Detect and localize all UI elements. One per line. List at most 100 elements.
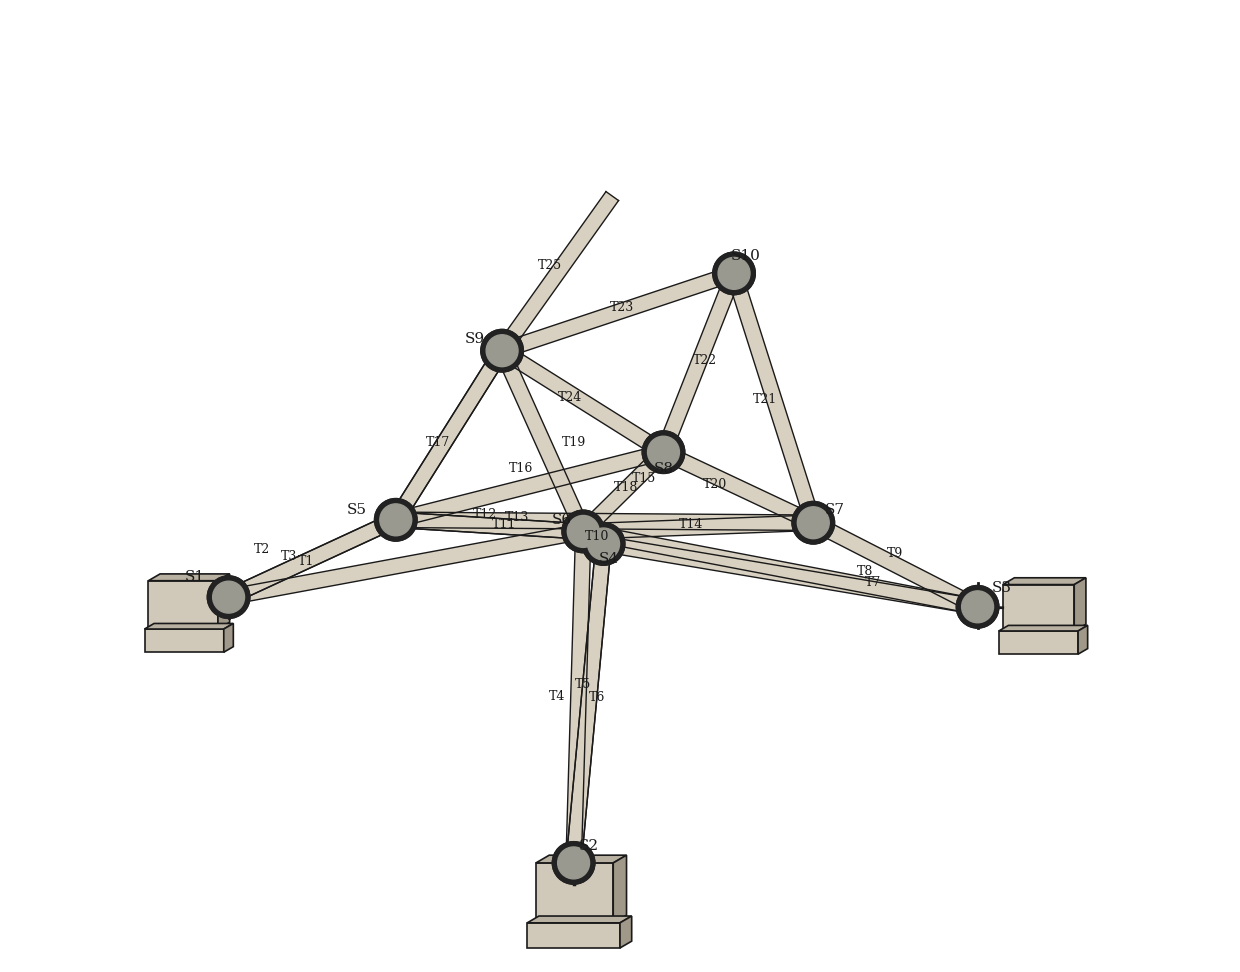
Text: S9: S9: [465, 332, 485, 346]
Polygon shape: [149, 573, 229, 580]
Text: S5: S5: [347, 503, 367, 517]
Circle shape: [562, 510, 605, 553]
Text: T10: T10: [584, 530, 609, 542]
Text: T25: T25: [538, 260, 563, 272]
Polygon shape: [727, 271, 821, 525]
Text: T11: T11: [492, 518, 516, 531]
Polygon shape: [396, 512, 584, 539]
Polygon shape: [223, 623, 233, 652]
Circle shape: [481, 330, 523, 372]
Text: S7: S7: [825, 503, 844, 517]
Circle shape: [558, 847, 589, 879]
Circle shape: [603, 534, 614, 545]
Circle shape: [212, 581, 244, 613]
Circle shape: [374, 499, 417, 541]
Polygon shape: [149, 580, 218, 629]
Circle shape: [962, 591, 993, 623]
Text: T16: T16: [510, 462, 533, 475]
Text: T2: T2: [254, 543, 270, 556]
Circle shape: [956, 585, 999, 628]
Polygon shape: [1003, 584, 1074, 631]
Circle shape: [558, 847, 589, 879]
Circle shape: [501, 340, 512, 352]
Polygon shape: [582, 524, 980, 614]
Text: T22: T22: [693, 354, 717, 366]
Polygon shape: [145, 629, 223, 652]
Text: T24: T24: [558, 391, 582, 403]
Polygon shape: [565, 543, 611, 864]
Circle shape: [588, 528, 620, 560]
Polygon shape: [579, 525, 608, 550]
Circle shape: [797, 506, 830, 538]
Text: T9: T9: [888, 547, 904, 560]
Polygon shape: [999, 625, 1087, 631]
Polygon shape: [396, 512, 813, 531]
Polygon shape: [1074, 577, 1086, 631]
Polygon shape: [565, 543, 611, 864]
Circle shape: [379, 503, 412, 536]
Polygon shape: [656, 270, 742, 455]
Text: T1: T1: [298, 555, 314, 568]
Text: T18: T18: [614, 481, 639, 495]
Text: T23: T23: [610, 300, 634, 314]
Text: S3: S3: [992, 581, 1012, 596]
Circle shape: [962, 591, 993, 623]
Text: T12: T12: [472, 508, 497, 522]
Polygon shape: [565, 531, 591, 863]
Circle shape: [713, 252, 755, 295]
Circle shape: [718, 258, 750, 290]
Polygon shape: [660, 445, 817, 530]
Circle shape: [797, 506, 830, 538]
Circle shape: [227, 586, 239, 599]
Circle shape: [486, 334, 518, 366]
Text: S1: S1: [185, 570, 205, 584]
Polygon shape: [226, 513, 399, 605]
Polygon shape: [614, 855, 626, 922]
Circle shape: [552, 842, 595, 885]
Text: T20: T20: [703, 477, 727, 491]
Circle shape: [573, 852, 584, 864]
Circle shape: [642, 431, 684, 473]
Polygon shape: [536, 855, 626, 863]
Text: T13: T13: [506, 511, 529, 524]
Text: S2: S2: [579, 839, 599, 852]
Text: T15: T15: [632, 471, 656, 485]
Polygon shape: [496, 191, 619, 355]
Text: T4: T4: [549, 690, 565, 703]
Circle shape: [583, 523, 625, 566]
Polygon shape: [218, 573, 229, 629]
Polygon shape: [495, 348, 590, 535]
Text: S8: S8: [653, 462, 673, 475]
Text: S4: S4: [599, 552, 619, 567]
Polygon shape: [620, 916, 631, 948]
Polygon shape: [1003, 577, 1086, 584]
Polygon shape: [394, 444, 666, 528]
Polygon shape: [389, 347, 508, 524]
Text: T17: T17: [427, 436, 450, 449]
Circle shape: [394, 509, 407, 521]
Polygon shape: [227, 524, 585, 605]
Circle shape: [486, 334, 518, 366]
Text: T3: T3: [281, 550, 298, 563]
Circle shape: [588, 528, 620, 560]
Circle shape: [568, 515, 599, 547]
Polygon shape: [810, 516, 981, 613]
Text: T5: T5: [575, 677, 591, 691]
Polygon shape: [603, 537, 978, 614]
Circle shape: [647, 436, 680, 469]
Circle shape: [792, 502, 835, 544]
Circle shape: [647, 436, 680, 469]
Circle shape: [379, 503, 412, 536]
Text: T21: T21: [753, 393, 777, 405]
Polygon shape: [527, 916, 631, 922]
Polygon shape: [226, 513, 399, 605]
Circle shape: [642, 431, 684, 473]
Text: S10: S10: [730, 249, 760, 263]
Circle shape: [207, 575, 249, 618]
Polygon shape: [578, 447, 668, 537]
Circle shape: [956, 585, 999, 628]
Circle shape: [374, 499, 417, 541]
Polygon shape: [498, 344, 667, 459]
Circle shape: [733, 262, 745, 275]
Text: T6: T6: [589, 691, 605, 704]
